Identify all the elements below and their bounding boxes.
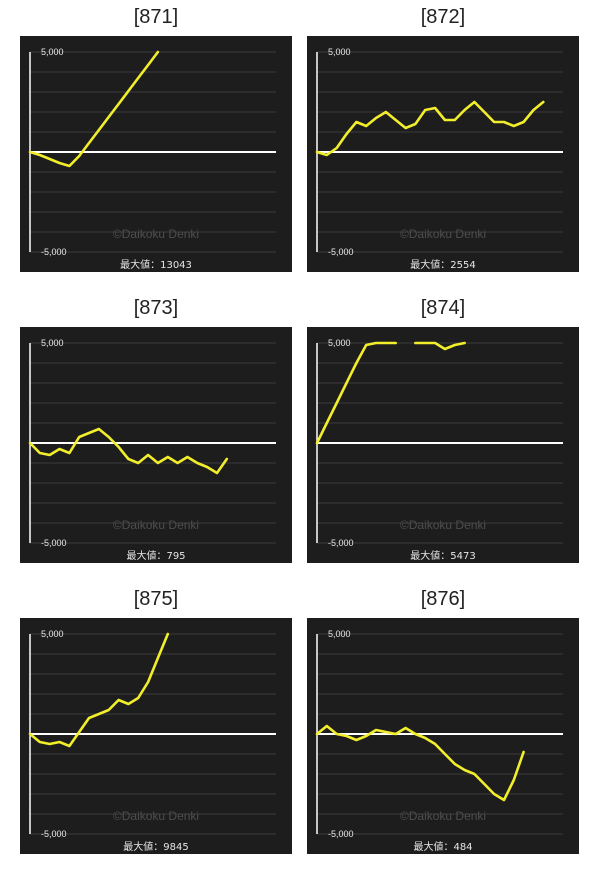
tick-label-bottom: -5,000 — [41, 829, 67, 839]
max-value-label: 最大値：5473 — [410, 549, 475, 562]
chart-873: 5,000 -5,000 ©Daikoku Denki 最大値：795 — [20, 327, 292, 563]
chart-874: 5,000 -5,000 ©Daikoku Denki 最大値：5473 — [307, 327, 579, 563]
tick-label-bottom: -5,000 — [328, 247, 354, 257]
chart-panel-875: [875] 5,000 -5,000 ©Daikoku Denki 最大値：9845 — [20, 582, 292, 854]
chart-panel-874: [874] 5,000 -5,000 ©Daikoku Denki 最大値：5473 — [307, 291, 579, 563]
plot-background — [307, 36, 579, 272]
chart-title: [876] — [420, 588, 466, 610]
watermark: ©Daikoku Denki — [113, 809, 199, 823]
tick-label-top: 5,000 — [328, 338, 351, 348]
tick-label-top: 5,000 — [328, 47, 351, 57]
tick-label-top: 5,000 — [41, 629, 64, 639]
series-line — [315, 100, 545, 157]
chart-title: [873] — [133, 297, 179, 319]
chart-876: 5,000 -5,000 ©Daikoku Denki 最大値：484 — [307, 618, 579, 854]
series-line — [28, 427, 229, 475]
plot-background — [307, 327, 579, 563]
watermark: ©Daikoku Denki — [113, 227, 199, 241]
tick-label-bottom: -5,000 — [41, 247, 67, 257]
plot-background — [307, 618, 579, 854]
max-value-label: 最大値：2554 — [410, 258, 475, 271]
chart-title: [872] — [420, 6, 466, 28]
watermark: ©Daikoku Denki — [400, 518, 486, 532]
chart-panel-872: [872] 5,000 -5,000 ©Daikoku Denki 最大値：2554 — [307, 0, 579, 272]
tick-label-top: 5,000 — [41, 47, 64, 57]
chart-panel-876: [876] 5,000 -5,000 ©Daikoku Denki 最大値：484 — [307, 582, 579, 854]
series-line — [414, 341, 466, 351]
chart-panel-873: [873] 5,000 -5,000 ©Daikoku Denki 最大値：795 — [20, 291, 292, 563]
tick-label-top: 5,000 — [41, 338, 64, 348]
plot-background — [20, 36, 292, 272]
tick-label-bottom: -5,000 — [328, 538, 354, 548]
chart-title: [874] — [420, 297, 466, 319]
chart-panel-871: [871] 5,000 -5,000 ©Daikoku Denki 最大値：13043 — [20, 0, 292, 272]
tick-label-bottom: -5,000 — [328, 829, 354, 839]
watermark: ©Daikoku Denki — [113, 518, 199, 532]
series-line — [315, 724, 525, 802]
watermark: ©Daikoku Denki — [400, 227, 486, 241]
max-value-label: 最大値：484 — [413, 840, 472, 853]
chart-875: 5,000 -5,000 ©Daikoku Denki 最大値：9845 — [20, 618, 292, 854]
tick-label-top: 5,000 — [328, 629, 351, 639]
chart-871: 5,000 -5,000 ©Daikoku Denki 最大値：13043 — [20, 36, 292, 272]
series-line — [28, 632, 170, 748]
max-value-label: 最大値：9845 — [123, 840, 188, 853]
plot-background — [20, 327, 292, 563]
max-value-label: 最大値：13043 — [120, 258, 192, 271]
plot-background — [20, 618, 292, 854]
tick-label-bottom: -5,000 — [41, 538, 67, 548]
chart-title: [871] — [133, 6, 179, 28]
series-line — [28, 50, 160, 168]
max-value-label: 最大値：795 — [126, 549, 185, 562]
chart-872: 5,000 -5,000 ©Daikoku Denki 最大値：2554 — [307, 36, 579, 272]
series-line — [315, 341, 397, 445]
chart-title: [875] — [133, 588, 179, 610]
watermark: ©Daikoku Denki — [400, 809, 486, 823]
